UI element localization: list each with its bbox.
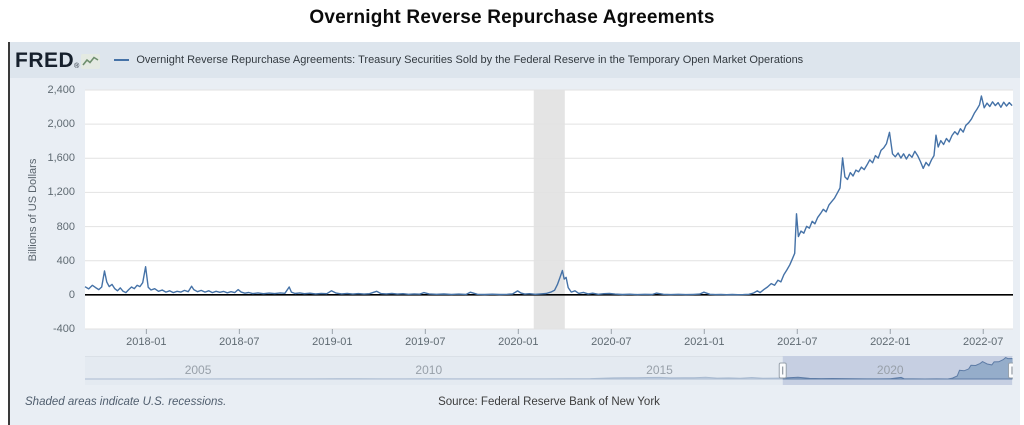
legend-line-swatch: [114, 59, 130, 61]
navigator-year-label: 2015: [646, 363, 673, 377]
y-tick-label: 1,200: [47, 186, 75, 199]
x-tick-label: 2019-07: [405, 336, 446, 348]
y-axis-title: Billions of US Dollars: [27, 158, 39, 262]
fred-registered-mark: ®: [74, 62, 80, 70]
y-tick-label: 1,600: [47, 152, 75, 165]
header-bar: FRED ® Overnight Reverse Repurchase Agre…: [10, 42, 1020, 78]
x-tick-label: 2020-01: [498, 336, 539, 348]
recession-band: [533, 90, 565, 329]
legend-label: Overnight Reverse Repurchase Agreements:…: [136, 54, 804, 66]
y-tick-label: 0: [68, 288, 75, 301]
x-tick-label: 2021-07: [777, 336, 818, 348]
x-tick-label: 2022-07: [963, 336, 1004, 348]
fred-logo[interactable]: FRED ®: [15, 48, 101, 72]
footnote-source: Source: Federal Reserve Bank of New York: [438, 396, 660, 408]
x-tick-label: 2021-01: [684, 336, 725, 348]
y-tick-label: 800: [56, 220, 75, 233]
navigator-mask-left: [85, 356, 783, 385]
footnote-recessions: Shaded areas indicate U.S. recessions.: [25, 396, 227, 408]
navigator-year-label: 2020: [876, 363, 904, 377]
navigator-year-label: 2010: [415, 363, 443, 377]
navigator-svg: [85, 356, 1016, 385]
x-tick-label: 2019-01: [312, 336, 353, 348]
navigator-year-label: 2005: [184, 363, 212, 377]
y-tick-label: 2,400: [47, 84, 75, 96]
x-tick-label: 2020-07: [591, 336, 632, 348]
plot-area[interactable]: [84, 89, 1013, 334]
legend-item[interactable]: Overnight Reverse Repurchase Agreements:…: [114, 54, 803, 66]
x-tick-label: 2022-01: [870, 336, 911, 348]
fred-logo-text: FRED: [15, 48, 75, 72]
page-title: Overnight Reverse Repurchase Agreements: [309, 7, 715, 28]
y-tick-label: -400: [52, 323, 75, 335]
x-tick-label: 2018-07: [219, 336, 260, 348]
data-line: [84, 95, 1013, 296]
x-tick-label: 2018-01: [126, 336, 167, 348]
chart-panel: FRED ® Overnight Reverse Repurchase Agre…: [8, 42, 1020, 425]
chart-svg: [84, 89, 1013, 334]
navigator-handle-right[interactable]: [1008, 362, 1016, 379]
navigator-handle-left[interactable]: [778, 362, 787, 379]
y-tick-label: 400: [56, 254, 75, 267]
fred-chart-icon: [81, 53, 101, 69]
y-tick-label: 2,000: [47, 118, 75, 131]
navigator[interactable]: 2005 2010 2015 2020: [85, 356, 1016, 385]
